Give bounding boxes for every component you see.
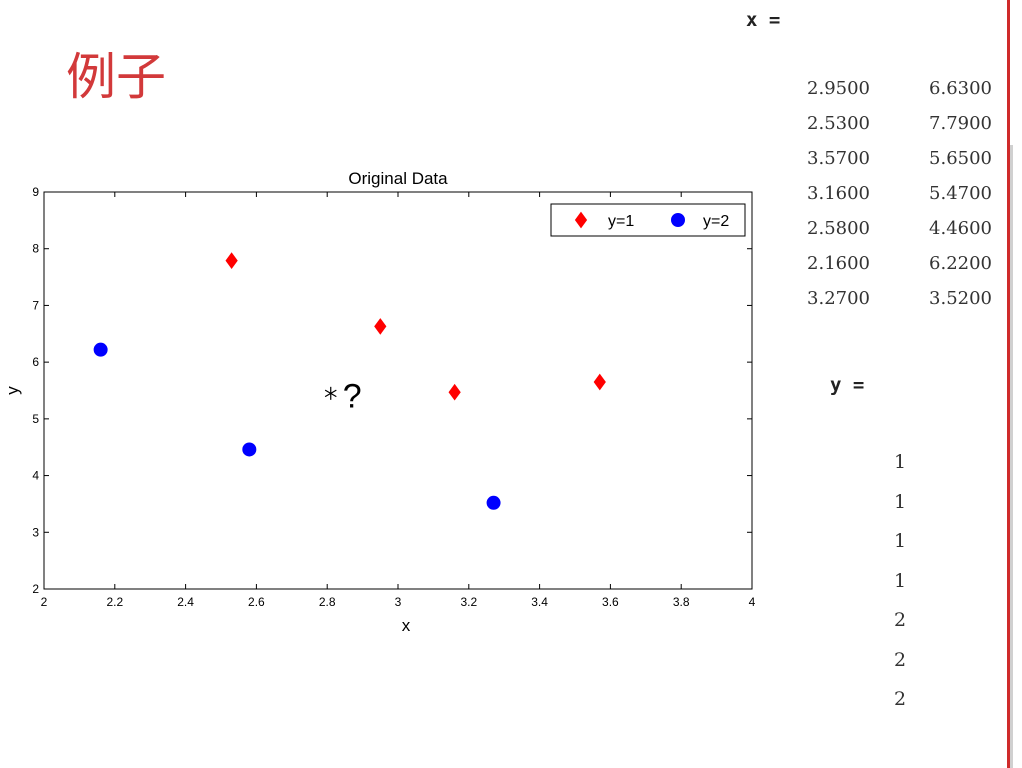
- y-tick-label: 2: [32, 582, 39, 596]
- x-tick-label: 3: [395, 595, 402, 609]
- series-1-point: [593, 373, 606, 391]
- x-matrix-row: 2.5800 4.4600: [780, 218, 1000, 253]
- y-tick-label: 7: [32, 298, 39, 312]
- slide-right-accent-bar: [1007, 0, 1010, 768]
- x-matrix-cell: 3.5700: [807, 148, 870, 169]
- x-matrix-cell: 3.5200: [929, 288, 992, 309]
- series-2-point: [486, 495, 501, 510]
- y-tick-label: 8: [32, 242, 39, 256]
- x-tick-label: 2.4: [177, 595, 194, 609]
- scatter-chart: Original Data 2 2.2 2.4 2.6 2.8 3 3.2 3.4 3.6 3.8 4…: [3, 169, 756, 635]
- y-vector-value: 1: [893, 569, 907, 592]
- query-point-label: ?: [343, 377, 362, 415]
- x-tick-label: 2.2: [106, 595, 123, 609]
- x-matrix-cell: 2.5800: [807, 218, 870, 239]
- y-tick-label: 6: [32, 355, 39, 369]
- x-tick-label: 4: [749, 595, 756, 609]
- x-matrix-row: 3.5700 5.6500: [780, 148, 1000, 183]
- x-matrix-cell: 5.6500: [929, 148, 992, 169]
- x-matrix-cell: 6.2200: [929, 253, 992, 274]
- x-matrix-cell: 5.4700: [929, 183, 992, 204]
- y-tick-label: 9: [32, 185, 39, 199]
- x-tick-label: 3.6: [602, 595, 619, 609]
- x-matrix-row: 2.9500 6.6300: [780, 78, 1000, 113]
- x-tick-label: 3.2: [460, 595, 477, 609]
- y-vector-value: 2: [893, 648, 907, 671]
- x-tick-label: 2: [41, 595, 48, 609]
- plot-frame: [43, 191, 753, 590]
- x-tick-label: 3.4: [531, 595, 548, 609]
- x-matrix-row: 2.5300 7.7900: [780, 113, 1000, 148]
- y-tick-label: 5: [32, 412, 39, 426]
- y-axis-label: y: [3, 386, 22, 395]
- x-matrix-cell: 2.5300: [807, 113, 870, 134]
- y-vector-value: 1: [893, 530, 907, 552]
- x-matrix-cell: 2.1600: [807, 253, 870, 274]
- y-vector-value: 2: [893, 688, 907, 710]
- chart-title: Original Data: [348, 169, 448, 188]
- slide-right-grey-bar: [1010, 145, 1013, 768]
- query-point-asterisk: [324, 386, 337, 400]
- y-tick-label: 3: [32, 525, 39, 539]
- x-matrix-cell: 4.4600: [929, 218, 992, 239]
- y-vector-value: 2: [893, 609, 907, 631]
- x-tick-label: 3.8: [673, 595, 690, 609]
- legend-marker-1: [574, 211, 588, 229]
- y-vector-value: 1: [893, 490, 907, 513]
- x-axis-label: x: [402, 616, 411, 635]
- y-variable-label: y =: [830, 374, 865, 396]
- x-tick-label: 2.6: [248, 595, 265, 609]
- x-matrix-cell: 7.7900: [929, 113, 992, 134]
- series-1-point: [448, 383, 461, 401]
- x-matrix-row: 2.1600 6.2200: [780, 253, 1000, 288]
- x-matrix-cell: 2.9500: [807, 78, 870, 99]
- series-1-point: [374, 318, 387, 335]
- y-tick-label: 4: [32, 469, 39, 483]
- x-tick-label: 2.8: [319, 595, 336, 609]
- series-2-point: [93, 342, 108, 357]
- x-variable-label: x =: [746, 9, 781, 31]
- series-2-point: [242, 442, 257, 457]
- legend-marker-2: [671, 213, 685, 227]
- slide-title: 例子: [66, 48, 166, 106]
- legend-label: y=1: [608, 213, 634, 230]
- x-matrix-cell: 3.1600: [807, 183, 870, 204]
- x-matrix-cell: 6.6300: [929, 78, 992, 99]
- legend-label: y=2: [703, 213, 729, 230]
- x-matrix-row: 3.2700 3.5200: [780, 288, 1000, 323]
- series-1-point: [225, 252, 238, 269]
- x-matrix-cell: 3.2700: [807, 288, 870, 309]
- y-vector-value: 1: [893, 451, 907, 473]
- x-matrix-row: 3.1600 5.4700: [780, 183, 1000, 218]
